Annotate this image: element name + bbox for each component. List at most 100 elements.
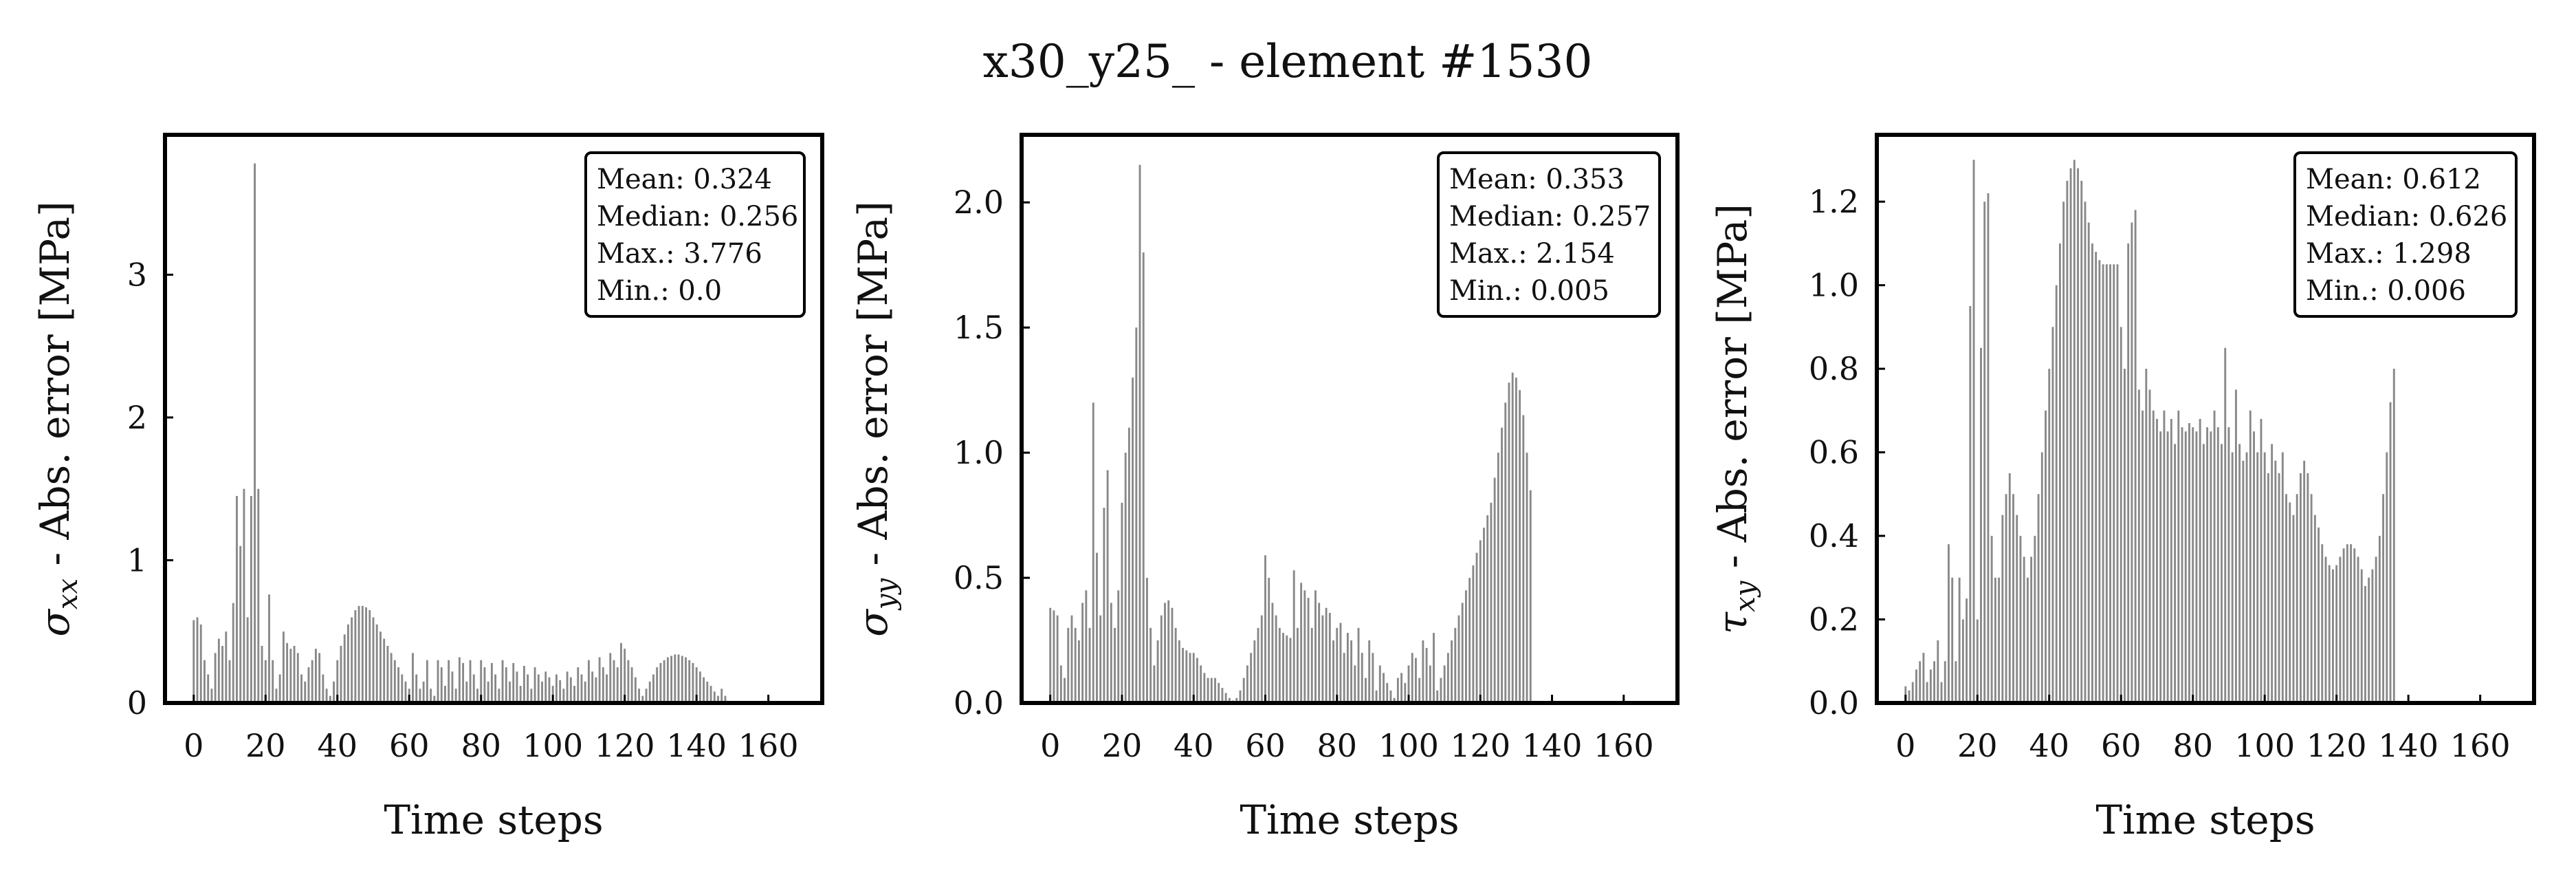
bar <box>1958 577 1961 703</box>
bar <box>2335 565 2338 703</box>
bar <box>1146 578 1148 703</box>
bar <box>2210 431 2212 703</box>
bar <box>580 674 583 703</box>
bar <box>272 660 274 703</box>
bar <box>401 674 404 703</box>
bar <box>2145 369 2148 703</box>
bar <box>2170 419 2172 703</box>
bar <box>1085 590 1088 703</box>
bar <box>1422 640 1424 703</box>
bar <box>393 660 396 703</box>
bar <box>1375 690 1378 703</box>
x-tick-label: 60 <box>2101 727 2142 764</box>
bar <box>2274 460 2277 703</box>
bar <box>2134 210 2137 703</box>
bar <box>2281 452 2284 703</box>
bar <box>2113 264 2115 703</box>
bar <box>1296 627 1299 703</box>
bar <box>634 677 637 703</box>
bar <box>2364 585 2366 703</box>
bar <box>1383 673 1385 703</box>
bar <box>1182 647 1185 703</box>
bar <box>372 617 375 703</box>
bar <box>1160 615 1163 703</box>
bar <box>1454 627 1457 703</box>
bar <box>246 617 249 703</box>
bar <box>422 681 425 703</box>
bar <box>501 660 504 703</box>
bar <box>1289 638 1292 703</box>
stat-median: Median: 0.256 <box>597 201 798 232</box>
bar <box>2030 556 2033 703</box>
bar <box>1966 598 1968 703</box>
bar <box>282 631 285 703</box>
bar <box>1056 615 1059 703</box>
bar <box>2066 180 2069 703</box>
bar <box>469 660 472 703</box>
bar <box>2342 548 2345 703</box>
bar <box>426 660 428 703</box>
bar <box>2267 473 2269 703</box>
bar <box>199 624 202 703</box>
bar <box>1286 635 1288 703</box>
bar <box>2368 577 2370 703</box>
bar <box>695 667 698 703</box>
bar <box>2310 494 2313 703</box>
bar <box>314 649 317 703</box>
bar <box>541 681 543 703</box>
bar <box>333 681 335 703</box>
bar <box>2296 494 2298 703</box>
figure-suptitle: x30_y25_ - element #1530 <box>983 35 1593 88</box>
bar <box>476 689 478 703</box>
bar <box>1253 640 1256 703</box>
y-axis-symbol: σ <box>850 609 896 637</box>
bar <box>2371 569 2374 703</box>
bar <box>1300 583 1303 703</box>
bar <box>1096 552 1098 703</box>
x-tick-label: 20 <box>1102 727 1143 764</box>
stat-mean: Mean: 0.612 <box>2306 164 2481 195</box>
bar <box>1074 627 1077 703</box>
bar <box>448 660 450 703</box>
y-axis-label: σxx - Abs. error [MPa] <box>32 201 84 636</box>
bar <box>681 656 683 703</box>
y-tick-label: 0.0 <box>1809 684 1859 722</box>
bar <box>268 594 270 703</box>
bar <box>296 653 299 703</box>
bar <box>648 681 651 703</box>
bar <box>368 610 371 703</box>
bar <box>1961 619 1964 703</box>
bar <box>365 607 367 703</box>
bar <box>1915 669 1917 703</box>
bar <box>210 689 213 703</box>
bar <box>2152 410 2155 703</box>
bar <box>1210 678 1213 703</box>
bar <box>530 689 533 703</box>
bar <box>677 654 680 703</box>
bar <box>2062 202 2065 703</box>
bar <box>1339 622 1342 703</box>
bar <box>2324 556 2327 703</box>
bar <box>1235 697 1238 703</box>
bar <box>278 674 281 703</box>
bar <box>1396 678 1399 703</box>
bar <box>1164 603 1166 703</box>
bar <box>595 677 597 703</box>
bar <box>1443 665 1446 703</box>
bar <box>1944 661 1946 703</box>
y-tick-label: 0.6 <box>1809 434 1859 471</box>
bar <box>2012 494 2014 703</box>
bar <box>1501 427 1503 703</box>
bar <box>2091 243 2093 703</box>
bar <box>1224 693 1227 703</box>
bar <box>2242 460 2245 703</box>
bar <box>1106 470 1109 703</box>
bar <box>2001 515 2004 703</box>
bar <box>2084 202 2087 703</box>
bar <box>1081 603 1084 703</box>
y-tick-label: 3 <box>127 256 147 293</box>
bar <box>641 695 644 703</box>
y-tick-label: 0.0 <box>954 684 1004 722</box>
bar <box>1174 627 1177 703</box>
